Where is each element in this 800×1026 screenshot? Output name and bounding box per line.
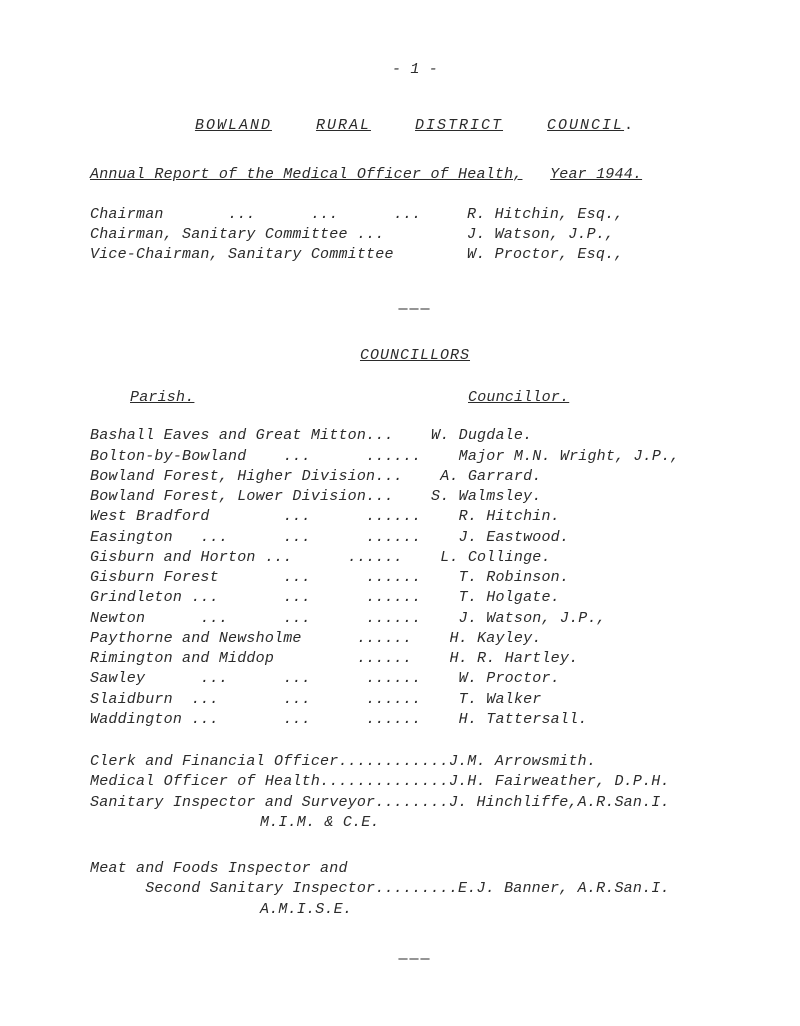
appointment-line: Meat and Foods Inspector and [90, 859, 740, 879]
officer-row: Chairman ... ... ... R. Hitchin, Esq., [90, 205, 740, 225]
list-item: Waddington ... ... ......H. Tattersall. [90, 710, 740, 730]
councillor-name: H. Kayley. [449, 629, 740, 649]
officer-row: Chairman, Sanitary Committee ... J. Wats… [90, 225, 740, 245]
list-item: Newton ... ... ......J. Watson, J.P., [90, 609, 740, 629]
parish-name: Rimington and Middop ... [90, 649, 384, 669]
title-word-4: COUNCIL [547, 117, 624, 134]
parish-name: Paythorne and Newsholme ... [90, 629, 384, 649]
title-word-1: BOWLAND [195, 117, 272, 134]
officer-name: W. Proctor, Esq., [467, 245, 740, 265]
list-item: Slaidburn ... ... ......T. Walker [90, 690, 740, 710]
councillor-name: T. Walker [459, 690, 740, 710]
councillor-name: H. Tattersall. [459, 710, 740, 730]
parish-name: Bowland Forest, Higher Division [90, 467, 375, 487]
appointment-line: Sanitary Inspector and Surveyor........J… [90, 793, 740, 813]
list-item: Sawley ... ... ......W. Proctor. [90, 669, 740, 689]
dots: ... [394, 588, 459, 608]
list-item: West Bradford ... ......R. Hitchin. [90, 507, 740, 527]
appointment-quals: M.I.M. & C.E. [90, 813, 740, 833]
dots: ... [375, 548, 440, 568]
councillor-name: W. Dugdale. [431, 426, 740, 446]
dots: ... [366, 487, 431, 507]
councillors-heading: COUNCILLORS [90, 346, 740, 366]
councillor-name: R. Hitchin. [459, 507, 740, 527]
appointment-line: Second Sanitary Inspector.........E.J. B… [90, 879, 740, 899]
page-number: - 1 - [90, 60, 740, 80]
parish-name: West Bradford ... ... [90, 507, 394, 527]
col-parish: Parish. [90, 388, 468, 408]
parish-name: Waddington ... ... ... [90, 710, 394, 730]
parish-name: Bolton-by-Bowland ... ... [90, 447, 394, 467]
list-item: Paythorne and Newsholme ......H. Kayley. [90, 629, 740, 649]
officer-role: Vice-Chairman, Sanitary Committee [90, 245, 467, 265]
list-item: Rimington and Middop ......H. R. Hartley… [90, 649, 740, 669]
list-item: Gisburn Forest ... ......T. Robinson. [90, 568, 740, 588]
parish-name: Gisburn Forest ... ... [90, 568, 394, 588]
subtitle-b: Year 1944. [550, 166, 642, 183]
list-item: Grindleton ... ... ......T. Holgate. [90, 588, 740, 608]
parish-name: Slaidburn ... ... ... [90, 690, 394, 710]
councillor-name: T. Robinson. [459, 568, 740, 588]
dots: ... [394, 507, 459, 527]
dots: ... [394, 528, 459, 548]
dots: ... [394, 447, 459, 467]
councillor-name: H. R. Hartley. [449, 649, 740, 669]
title-word-3: DISTRICT [415, 117, 503, 134]
appointments-block-1: Clerk and Financial Officer............J… [90, 752, 740, 833]
list-item: Easington ... ... ......J. Eastwood. [90, 528, 740, 548]
officer-row: Vice-Chairman, Sanitary Committee W. Pro… [90, 245, 740, 265]
dots: ... [366, 426, 431, 446]
dots: ... [384, 629, 449, 649]
col-councillor: Councillor. [468, 388, 740, 408]
list-item: Bashall Eaves and Great Mitton...W. Dugd… [90, 426, 740, 446]
parish-name: Grindleton ... ... ... [90, 588, 394, 608]
subtitle-a: Annual Report of the Medical Officer of … [90, 166, 522, 183]
document-subtitle: Annual Report of the Medical Officer of … [90, 165, 740, 185]
officers-block: Chairman ... ... ... R. Hitchin, Esq., C… [90, 205, 740, 266]
appointment-line: Clerk and Financial Officer............J… [90, 752, 740, 772]
list-item: Bowland Forest, Lower Division...S. Walm… [90, 487, 740, 507]
parish-name: Gisburn and Horton ... ... [90, 548, 375, 568]
list-item: Bowland Forest, Higher Division...A. Gar… [90, 467, 740, 487]
councillor-name: J. Watson, J.P., [459, 609, 740, 629]
list-item: Gisburn and Horton ... ......L. Collinge… [90, 548, 740, 568]
appointments-block-2: Meat and Foods Inspector and Second Sani… [90, 859, 740, 920]
officer-role: Chairman, Sanitary Committee ... [90, 225, 467, 245]
councillor-listing: Bashall Eaves and Great Mitton...W. Dugd… [90, 426, 740, 730]
councillor-name: W. Proctor. [459, 669, 740, 689]
dots: ... [394, 669, 459, 689]
appointment-quals: A.M.I.S.E. [90, 900, 740, 920]
list-item: Bolton-by-Bowland ... ......Major M.N. W… [90, 447, 740, 467]
councillor-name: S. Walmsley. [431, 487, 740, 507]
dots: ... [375, 467, 440, 487]
parish-name: Newton ... ... ... [90, 609, 394, 629]
appointment-line: Medical Officer of Health..............J… [90, 772, 740, 792]
officer-name: J. Watson, J.P., [467, 225, 740, 245]
dots: ... [384, 649, 449, 669]
divider-dashes: ——— [90, 300, 740, 320]
officer-role: Chairman ... ... ... [90, 205, 467, 225]
councillor-name: Major M.N. Wright, J.P., [459, 447, 740, 467]
column-headings: Parish. Councillor. [90, 388, 740, 408]
councillor-name: L. Collinge. [440, 548, 740, 568]
parish-name: Easington ... ... ... [90, 528, 394, 548]
councillor-name: T. Holgate. [459, 588, 740, 608]
officer-name: R. Hitchin, Esq., [467, 205, 740, 225]
final-divider: ——— [90, 950, 740, 970]
document-title: BOWLAND RURAL DISTRICT COUNCIL. [90, 116, 740, 136]
dots: ... [394, 568, 459, 588]
dots: ... [394, 690, 459, 710]
councillor-name: J. Eastwood. [459, 528, 740, 548]
councillor-name: A. Garrard. [440, 467, 740, 487]
parish-name: Bowland Forest, Lower Division [90, 487, 366, 507]
parish-name: Sawley ... ... ... [90, 669, 394, 689]
title-word-2: RURAL [316, 117, 371, 134]
dots: ... [394, 710, 459, 730]
dots: ... [394, 609, 459, 629]
parish-name: Bashall Eaves and Great Mitton [90, 426, 366, 446]
